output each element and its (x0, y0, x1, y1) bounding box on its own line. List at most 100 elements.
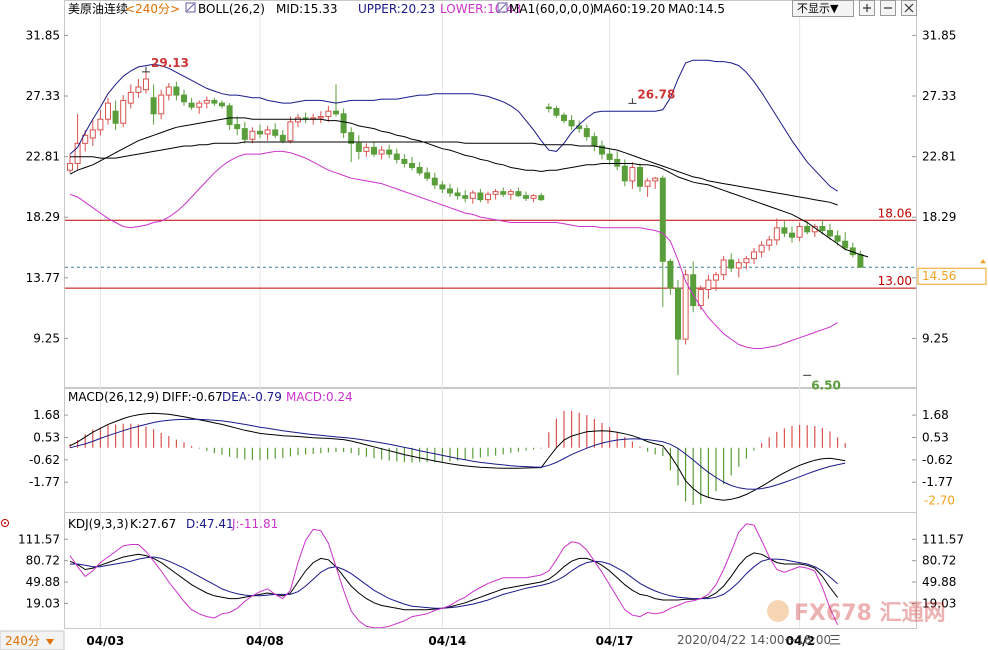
high-label: 29.13 (151, 56, 189, 70)
watermark-text: FX678 汇通网 (794, 601, 946, 626)
macd-axis: 1.68 1.68 0.53 0.53 -0.62 -0.62 -1.77 -1.77 -2.7… (29, 408, 955, 507)
kdj-label: KDJ(9,3,3) (68, 517, 129, 531)
candle-body (492, 191, 499, 195)
kdj-d: D:47.41 (186, 517, 234, 531)
x-tick-label: 04/08 (246, 634, 284, 648)
kdj-lines (69, 523, 839, 628)
candle-body (89, 129, 96, 139)
macd-histogram (69, 410, 846, 505)
candle-body (181, 94, 187, 103)
kdj-left-tick-label: 49.88 (26, 575, 60, 589)
candle-body (188, 102, 195, 108)
price-right-tick-label: 31.85 (922, 28, 956, 42)
candle-body (667, 260, 674, 289)
kdj-left-tick-label: 80.72 (26, 554, 60, 568)
candle-body (416, 166, 423, 174)
line-lower (69, 150, 838, 349)
macd-dea-line (69, 418, 846, 490)
candle-body (568, 120, 575, 127)
candle-body (606, 153, 613, 160)
macd-lines (69, 412, 846, 501)
period-tag[interactable]: <240分> (125, 2, 180, 16)
candle-body (477, 192, 484, 201)
period-button[interactable] (0, 630, 65, 650)
candle-body (287, 121, 294, 142)
vertical-grid (99, 1, 801, 628)
level-label: 18.06 (878, 206, 912, 220)
candle-body (553, 107, 560, 116)
candle-body (447, 188, 453, 194)
candle-body (842, 240, 849, 249)
macd-left-tick-label: 0.53 (33, 430, 60, 444)
kdj-j-line (69, 523, 839, 628)
plus-icon (863, 4, 871, 12)
macd-diff: DIFF:-0.67 (162, 390, 223, 404)
price-left-tick-label: 13.77 (26, 271, 60, 285)
candle-body (500, 191, 507, 195)
candle-body (424, 172, 431, 179)
ma60-value: MA60:19.20 (593, 2, 665, 16)
price-left-tick-label: 27.33 (26, 89, 60, 103)
candle-body (74, 142, 81, 164)
line-mid (69, 117, 869, 258)
candle-body (462, 195, 469, 199)
candle-body (561, 114, 567, 122)
candle-body (355, 142, 362, 152)
candle-body (629, 166, 636, 182)
candle-body (333, 110, 339, 115)
candle-body (105, 102, 111, 120)
candle-body (340, 113, 347, 134)
candle-body (621, 165, 628, 182)
candle-body (720, 259, 727, 276)
candlesticks (67, 71, 864, 376)
candle-body (523, 195, 529, 199)
candle-body (857, 254, 864, 268)
period-button-label: 240分 (5, 634, 40, 648)
candle-body (431, 177, 438, 186)
candle-body (507, 191, 514, 195)
crosshair-icon-dot (4, 522, 6, 524)
candle-body (614, 158, 621, 167)
candle-body (158, 94, 165, 115)
candle-body (226, 105, 233, 126)
candle-body (637, 166, 643, 187)
menu-icon[interactable]: 三 (829, 633, 841, 647)
candle-body (538, 195, 545, 201)
candle-body (530, 195, 537, 199)
price-right-tick-label: 9.25 (922, 331, 949, 345)
boll-toggle-mark (186, 3, 195, 12)
kdj-k: K:27.67 (130, 517, 176, 531)
candle-body (697, 288, 704, 307)
candle-body (393, 153, 400, 160)
hide-button[interactable] (792, 0, 854, 17)
kdj-left-tick-label: 19.03 (26, 596, 60, 610)
candle-body (120, 99, 127, 124)
crosshair-icon[interactable] (1, 519, 9, 527)
candle-body (112, 110, 119, 124)
candle-body (401, 158, 408, 164)
high-marker (628, 98, 637, 104)
kdj-right-tick-label: 80.72 (922, 554, 956, 568)
candle-body (363, 146, 370, 152)
x-axis-labels: 04/03 04/08 04/14 04/17 04/2 (86, 634, 815, 648)
candle-body (143, 78, 149, 91)
horizontal-lines: 18.06 13.00 14.56 (65, 206, 987, 289)
candle-body (219, 102, 225, 107)
candle-body (127, 91, 134, 104)
candle-body (804, 225, 811, 233)
candle-body (165, 86, 172, 96)
x-tick-label: 04/03 (86, 634, 124, 648)
candle-body (773, 227, 780, 241)
candle-body (279, 134, 286, 142)
line-upper (69, 59, 838, 192)
high-label: 26.78 (637, 87, 675, 101)
candle-body (469, 192, 476, 199)
candle-body (766, 239, 773, 246)
level-label: 13.00 (878, 274, 912, 288)
price-right-tick-label: 18.29 (922, 210, 956, 224)
candle-body (515, 191, 522, 197)
low-label: 6.50 (811, 378, 841, 392)
macd-value: MACD:0.24 (286, 390, 353, 404)
price-axis: 31.85 31.85 27.33 27.33 22.81 22.81 18.29 18.29… (26, 28, 957, 345)
candle-body (591, 136, 598, 147)
